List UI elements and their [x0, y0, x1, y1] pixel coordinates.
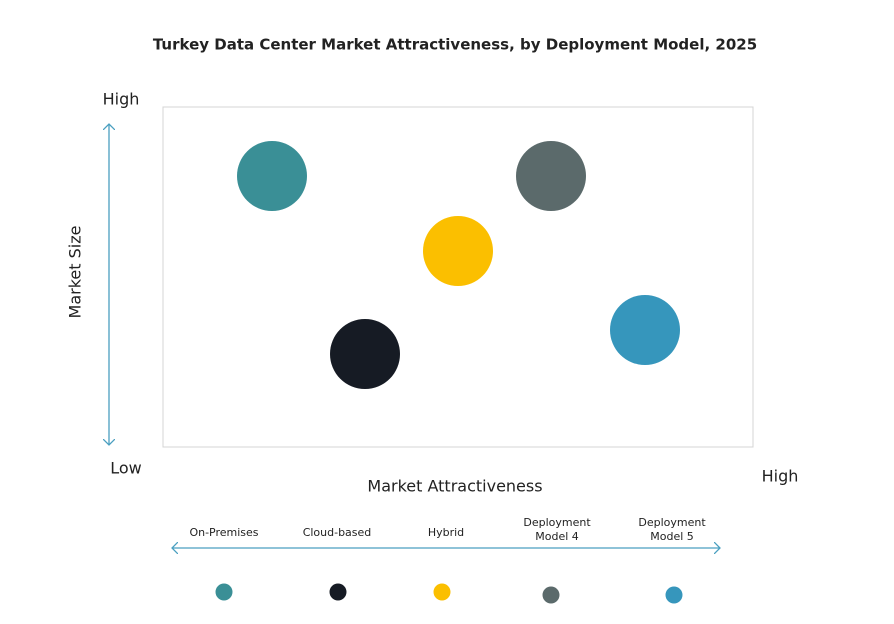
y-low: Low	[110, 459, 142, 478]
legend-dot	[665, 586, 683, 604]
legend-dot	[215, 583, 233, 601]
y-high: High	[103, 90, 140, 109]
bubble	[330, 319, 400, 389]
bubble	[423, 216, 493, 286]
legend-label: Hybrid	[427, 526, 465, 539]
bubble	[610, 295, 680, 365]
y-axis-label: Market Size	[66, 226, 85, 319]
legend-dot	[542, 586, 560, 604]
plot-area	[162, 106, 754, 448]
legend-label: On-Premises	[189, 526, 259, 539]
x-high: High	[762, 467, 799, 486]
legend-dot	[329, 583, 347, 601]
bubble	[516, 141, 586, 211]
legend-label: Deployment Model 5	[638, 516, 706, 543]
legend-label: Cloud-based	[302, 526, 372, 539]
chart-title: Turkey Data Center Market Attractiveness…	[153, 36, 757, 54]
x-axis-label: Market Attractiveness	[367, 477, 542, 496]
legend-dot	[433, 583, 451, 601]
bubble	[237, 141, 307, 211]
legend-label: Deployment Model 4	[523, 516, 591, 543]
